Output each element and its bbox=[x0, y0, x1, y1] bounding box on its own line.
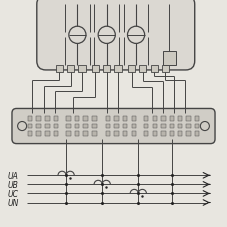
Bar bbox=[153, 117, 157, 121]
Bar bbox=[151, 66, 158, 73]
FancyBboxPatch shape bbox=[12, 109, 215, 144]
Bar bbox=[54, 117, 58, 121]
Bar bbox=[128, 66, 135, 73]
Bar bbox=[161, 124, 166, 129]
Bar bbox=[106, 131, 110, 136]
Bar bbox=[178, 124, 182, 129]
Bar bbox=[123, 124, 127, 129]
Bar bbox=[186, 131, 191, 136]
Bar bbox=[186, 117, 191, 121]
Bar bbox=[92, 66, 99, 73]
Text: UB: UB bbox=[7, 180, 18, 189]
Bar bbox=[161, 131, 166, 136]
Text: UC: UC bbox=[7, 189, 18, 198]
Text: UA: UA bbox=[7, 171, 18, 180]
Bar bbox=[56, 66, 63, 73]
Bar bbox=[92, 131, 96, 136]
Bar bbox=[75, 124, 79, 129]
Bar bbox=[106, 117, 110, 121]
Bar bbox=[28, 124, 32, 129]
Bar bbox=[144, 124, 148, 129]
Bar bbox=[83, 131, 88, 136]
Bar bbox=[28, 131, 32, 136]
Bar bbox=[75, 131, 79, 136]
Bar bbox=[66, 131, 71, 136]
Bar bbox=[178, 131, 182, 136]
Bar bbox=[83, 124, 88, 129]
Bar bbox=[45, 131, 49, 136]
Bar bbox=[54, 124, 58, 129]
Bar bbox=[170, 117, 174, 121]
Bar bbox=[36, 124, 41, 129]
Bar bbox=[153, 131, 157, 136]
Bar bbox=[36, 117, 41, 121]
Bar bbox=[132, 117, 136, 121]
Text: UN: UN bbox=[7, 198, 19, 207]
Bar bbox=[83, 117, 88, 121]
Bar bbox=[123, 131, 127, 136]
Bar bbox=[114, 117, 119, 121]
Bar bbox=[161, 117, 166, 121]
Bar bbox=[36, 131, 41, 136]
Bar bbox=[92, 124, 96, 129]
Bar bbox=[144, 117, 148, 121]
Bar bbox=[67, 66, 74, 73]
Bar bbox=[114, 131, 119, 136]
FancyBboxPatch shape bbox=[37, 0, 195, 71]
Bar bbox=[45, 124, 49, 129]
Bar bbox=[170, 131, 174, 136]
Bar bbox=[78, 66, 86, 73]
Bar bbox=[75, 117, 79, 121]
Bar bbox=[162, 66, 169, 73]
Bar bbox=[132, 131, 136, 136]
Bar bbox=[66, 117, 71, 121]
Bar bbox=[92, 117, 96, 121]
Bar bbox=[195, 117, 199, 121]
Bar bbox=[123, 117, 127, 121]
Bar bbox=[153, 124, 157, 129]
Bar bbox=[114, 66, 122, 73]
Bar bbox=[170, 124, 174, 129]
Bar bbox=[28, 117, 32, 121]
Bar bbox=[144, 131, 148, 136]
Bar bbox=[132, 124, 136, 129]
Bar bbox=[163, 52, 175, 65]
Bar bbox=[186, 124, 191, 129]
Bar bbox=[106, 124, 110, 129]
Bar bbox=[54, 131, 58, 136]
Bar bbox=[45, 117, 49, 121]
Bar bbox=[195, 131, 199, 136]
Bar bbox=[103, 66, 110, 73]
Bar bbox=[114, 124, 119, 129]
Bar bbox=[178, 117, 182, 121]
Bar bbox=[139, 66, 146, 73]
Bar bbox=[66, 124, 71, 129]
Bar bbox=[195, 124, 199, 129]
